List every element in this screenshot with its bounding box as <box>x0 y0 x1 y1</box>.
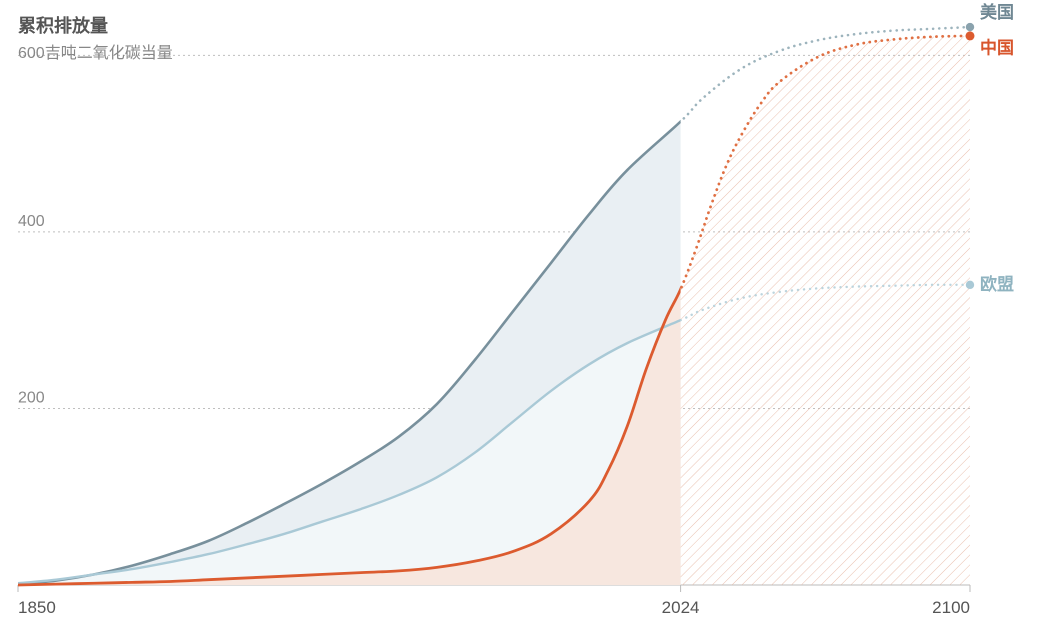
chart-title: 累积排放量 <box>18 12 108 38</box>
chart-svg: 200 400 1850 2024 2100 美国中国欧盟 <box>0 0 1050 640</box>
x-tick-label: 2100 <box>932 598 970 617</box>
end-marker-china <box>966 31 975 40</box>
end-marker-eu <box>966 281 974 289</box>
series-label-eu: 欧盟 <box>980 274 1014 294</box>
x-tick-label: 1850 <box>18 598 56 617</box>
emissions-chart: 累积排放量 600吉吨二氧化碳当量 200 400 1850 2024 2100 美国中国… <box>0 0 1050 640</box>
x-tick-label: 2024 <box>662 598 700 617</box>
y-tick-label: 400 <box>18 213 45 230</box>
chart-subtitle: 600吉吨二氧化碳当量 <box>18 39 173 63</box>
series-label-usa: 美国 <box>980 2 1014 22</box>
end-marker-usa <box>966 23 974 31</box>
y-tick-label: 200 <box>18 389 45 406</box>
series-label-china: 中国 <box>980 38 1014 58</box>
